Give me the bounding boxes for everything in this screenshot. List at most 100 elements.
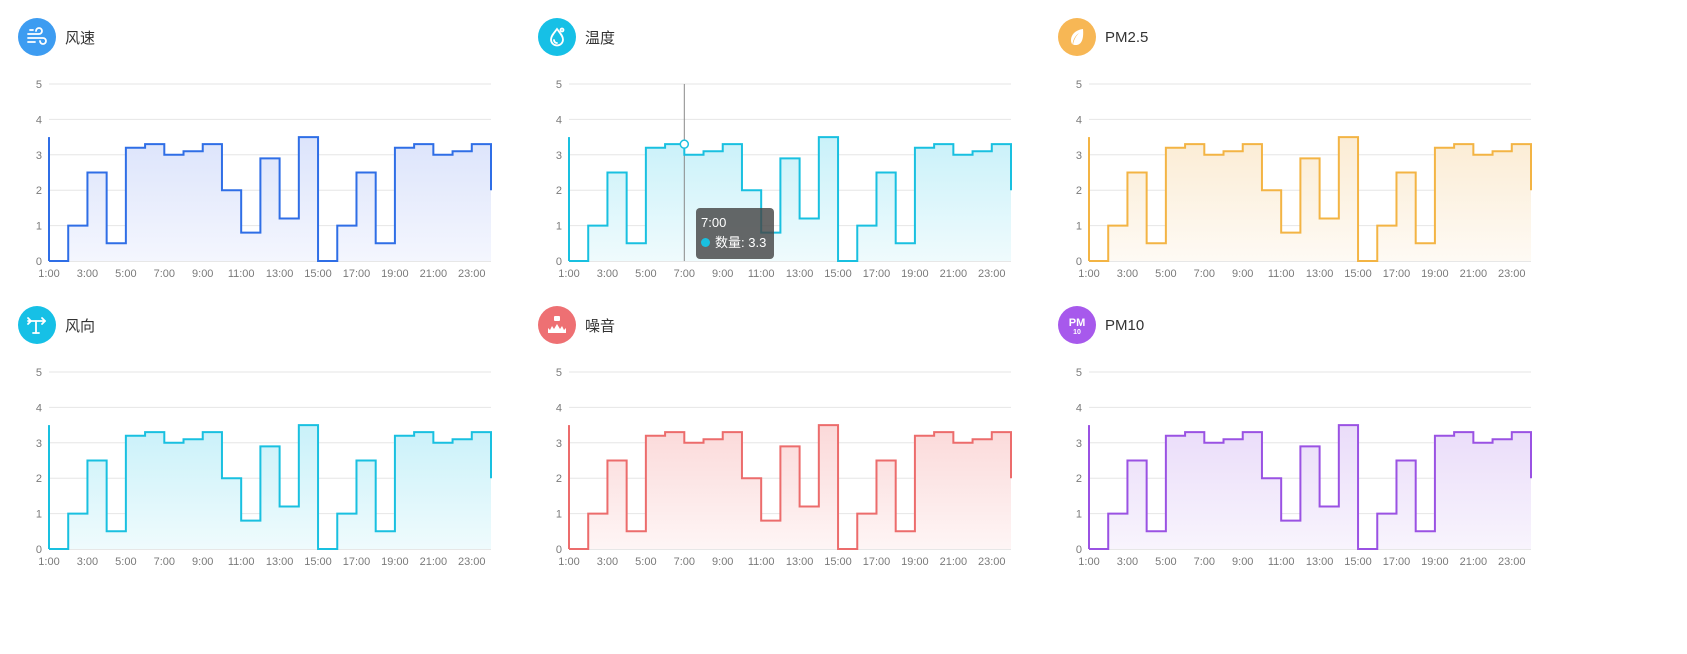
x-tick-label: 15:00 (304, 268, 332, 280)
y-tick-label: 1 (556, 509, 562, 521)
y-tick-label: 0 (556, 256, 562, 268)
x-tick-label: 1:00 (1078, 556, 1099, 568)
y-tick-label: 2 (36, 473, 42, 485)
x-tick-label: 3:00 (597, 556, 618, 568)
y-tick-label: 5 (1076, 367, 1082, 379)
x-tick-label: 17:00 (343, 556, 371, 568)
svg-text:PM: PM (1069, 317, 1086, 329)
series-area (569, 425, 1011, 549)
y-tick-label: 2 (556, 473, 562, 485)
y-tick-label: 3 (36, 438, 42, 450)
series-line (569, 136, 1012, 262)
y-tick-label: 4 (1076, 402, 1082, 414)
x-tick-label: 23:00 (978, 556, 1006, 568)
x-tick-label: 21:00 (1460, 268, 1488, 280)
tooltip-row: 数量: 3.3 (701, 233, 766, 253)
x-tick-label: 5:00 (635, 556, 656, 568)
x-tick-label: 3:00 (77, 268, 98, 280)
x-tick-label: 11:00 (748, 556, 775, 568)
panel-noise: 噪音 0 1 2 3 4 5 1:00 3:00 5:00 7:00 9:00 11:00 13:00 1… (520, 288, 1020, 578)
x-tick-label: 19:00 (901, 268, 929, 280)
series-area (1089, 137, 1531, 261)
y-tick-label: 5 (1076, 79, 1082, 91)
x-tick-label: 21:00 (1460, 556, 1488, 568)
x-tick-label: 3:00 (77, 556, 98, 568)
step-area-chart: 0 1 2 3 4 5 1:00 3:00 5:00 7:00 9:00 11:00 13:00 15:0… (556, 79, 1012, 280)
panel-pm10: PM 10 PM10 0 1 2 3 4 5 1:00 3:00 5:00 7:00 9:00 11:… (1040, 288, 1540, 578)
x-tick-label: 15:00 (824, 268, 852, 280)
x-tick-label: 11:00 (228, 268, 255, 280)
tooltip-highlight-point (679, 139, 690, 149)
x-tick-label: 1:00 (38, 268, 59, 280)
panel-temperature: 温度 0 1 2 3 4 5 1:00 3:00 5:00 7:00 9:00 11:00 13:00 1… (520, 0, 1020, 290)
x-tick-label: 9:00 (1232, 268, 1253, 280)
y-tick-label: 4 (36, 402, 42, 414)
panel-header: 风向 (18, 305, 95, 345)
y-tick-label: 4 (36, 114, 42, 126)
x-tick-label: 17:00 (863, 556, 891, 568)
series-area (49, 137, 491, 261)
series-line (1089, 136, 1532, 262)
panel-header: 噪音 (538, 305, 615, 345)
y-tick-label: 3 (556, 438, 562, 450)
x-tick-label: 23:00 (1498, 268, 1526, 280)
x-tick-label: 3:00 (597, 268, 618, 280)
x-tick-label: 3:00 (1117, 268, 1138, 280)
panel-header: PM 10 PM10 (1058, 305, 1144, 345)
step-area-chart: 0 1 2 3 4 5 1:00 3:00 5:00 7:00 9:00 11:00 13:00 15:0… (1076, 367, 1532, 568)
x-tick-label: 7:00 (154, 556, 175, 568)
tooltip-series-dot (701, 238, 710, 248)
x-tick-label: 11:00 (1268, 268, 1295, 280)
panel-pm25: PM2.5 0 1 2 3 4 5 1:00 3:00 5:00 7:00 9:00 11:00 13:… (1040, 0, 1540, 290)
y-tick-label: 3 (1076, 150, 1082, 162)
wind-vane-icon (18, 306, 56, 344)
y-tick-label: 0 (1076, 256, 1082, 268)
x-tick-label: 19:00 (381, 268, 409, 280)
y-tick-label: 5 (36, 367, 42, 379)
y-tick-label: 1 (36, 509, 42, 521)
panel-title: 风速 (65, 29, 96, 47)
panel-header: 温度 (538, 17, 615, 57)
x-tick-label: 11:00 (228, 556, 255, 568)
y-tick-label: 1 (36, 221, 42, 233)
y-tick-label: 4 (1076, 114, 1082, 126)
svg-text:10: 10 (1073, 329, 1081, 336)
x-tick-label: 13:00 (786, 556, 814, 568)
tooltip-time: 7:00 (701, 215, 727, 230)
y-tick-label: 4 (556, 114, 562, 126)
chart-tooltip: 7:00 数量: 3.3 (696, 208, 775, 259)
panel-title: 风向 (65, 317, 96, 335)
x-tick-label: 7:00 (674, 268, 695, 280)
y-tick-label: 0 (36, 544, 42, 556)
x-tick-label: 19:00 (1421, 556, 1449, 568)
series-line (1089, 424, 1532, 550)
y-tick-label: 1 (1076, 221, 1082, 233)
x-tick-label: 3:00 (1117, 556, 1138, 568)
x-tick-label: 21:00 (940, 268, 968, 280)
step-area-chart: 0 1 2 3 4 5 1:00 3:00 5:00 7:00 9:00 11:00 13:00 15:0… (1076, 79, 1532, 280)
x-tick-label: 5:00 (115, 268, 136, 280)
x-tick-label: 11:00 (1268, 556, 1295, 568)
tooltip-value: 数量: 3.3 (715, 235, 767, 250)
series-line (569, 424, 1012, 550)
y-tick-label: 0 (1076, 544, 1082, 556)
series-area (569, 137, 1011, 261)
y-tick-label: 5 (556, 367, 562, 379)
x-tick-label: 21:00 (420, 556, 448, 568)
x-tick-label: 7:00 (1194, 268, 1215, 280)
x-tick-label: 15:00 (1344, 556, 1372, 568)
x-tick-label: 19:00 (381, 556, 409, 568)
x-tick-label: 9:00 (712, 556, 733, 568)
panel-title: 噪音 (585, 317, 616, 335)
panel-header: PM2.5 (1058, 17, 1148, 57)
water-drop-thermometer-icon (538, 18, 576, 56)
y-tick-label: 5 (36, 79, 42, 91)
x-tick-label: 23:00 (458, 268, 486, 280)
series-area (49, 425, 491, 549)
x-tick-label: 15:00 (824, 556, 852, 568)
y-tick-label: 2 (556, 185, 562, 197)
x-tick-label: 5:00 (1155, 556, 1176, 568)
y-tick-label: 0 (36, 256, 42, 268)
x-tick-label: 13:00 (1306, 268, 1334, 280)
x-tick-label: 23:00 (978, 268, 1006, 280)
